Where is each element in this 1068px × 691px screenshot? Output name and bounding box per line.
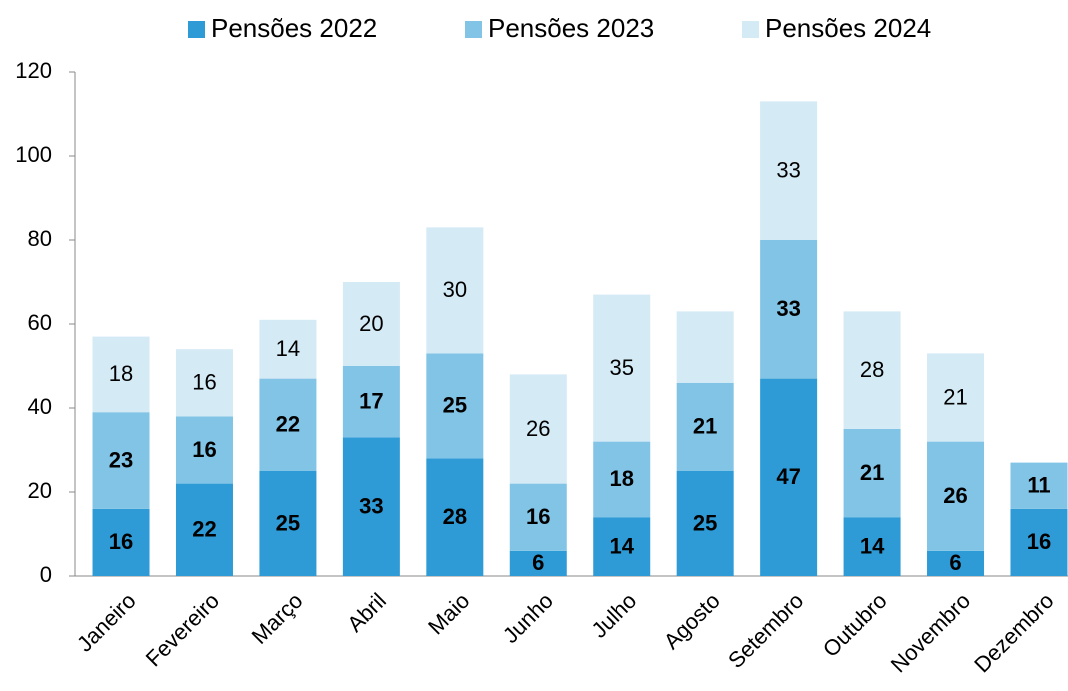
y-tick-label: 120 [15,58,52,83]
y-tick-label: 80 [28,226,52,251]
bar-segment [509,550,567,576]
data-label: 21 [860,460,884,485]
bar-segment [259,471,317,576]
bar-segment [426,227,484,354]
data-label: 11 [1027,473,1050,498]
legend-label: Pensões 2023 [488,13,654,43]
data-label: 33 [776,296,800,321]
data-label: 21 [943,384,967,409]
data-label: 26 [526,416,550,441]
data-label: 28 [860,357,884,382]
data-label: 28 [443,504,467,529]
bar-segment [175,483,233,576]
bar-segment [676,471,734,576]
data-label: 14 [860,533,885,558]
legend-label: Pensões 2024 [765,13,931,43]
bar-segment [426,458,484,576]
bar-segment [760,378,818,576]
bar-segment [342,437,400,576]
data-label: 21 [693,414,717,439]
data-label: 6 [532,550,544,575]
y-tick-label: 100 [15,142,52,167]
data-label: 16 [192,370,216,395]
bar-segment [426,353,484,459]
data-label: 16 [192,437,216,462]
x-tick-label: Maio [423,588,474,639]
data-label: 35 [609,355,633,380]
bar-segment [760,240,818,379]
y-tick-label: 40 [28,394,52,419]
bar-segment [175,349,233,417]
bar-segment [927,550,985,576]
data-label: 33 [359,494,383,519]
bar-segment [509,483,567,551]
data-label: 25 [443,393,467,418]
x-tick-label: Setembro [723,588,808,673]
bar-segment [593,517,651,576]
x-tick-label: Janeiro [72,588,141,657]
bar-segment [175,416,233,484]
data-label: 33 [776,158,800,183]
data-label: 16 [109,529,133,554]
data-label: 25 [276,510,300,535]
data-label: 26 [943,483,967,508]
data-label: 16 [1027,529,1051,554]
bar-segment [92,508,150,576]
bar-segment [1010,462,1068,509]
x-tick-label: Novembro [886,588,975,677]
bar-segment [259,378,317,471]
x-tick-label: Fevereiro [141,588,224,671]
data-label: 16 [526,504,550,529]
x-tick-label: Abril [342,588,391,637]
data-label: 20 [359,311,383,336]
data-label: 25 [693,510,717,535]
bar-segment [92,412,150,509]
bar-segment [593,294,651,442]
x-tick-label: Agosto [659,588,725,654]
data-label: 18 [609,466,633,491]
bar-segment [593,441,651,518]
legend-swatch [742,21,759,38]
data-label: 18 [109,361,133,386]
data-label: 22 [276,412,300,437]
bar-segment [676,382,734,471]
data-label: 14 [276,336,300,361]
data-label: 22 [192,517,216,542]
bar-segment [927,441,985,551]
bar-segment [843,429,901,518]
x-tick-label: Dezembro [969,588,1058,677]
bar-segment [259,319,317,379]
bar-segment [760,101,818,241]
data-label: 14 [609,533,634,558]
bar-segment [843,311,901,429]
data-label: 6 [949,550,961,575]
data-label: 47 [776,464,800,489]
bar-segment [342,282,400,366]
x-tick-label: Outubro [818,588,892,662]
bar-segment [676,311,734,383]
bar-segment [1010,508,1068,576]
bar-segment [509,374,567,484]
bar-segment [92,336,150,413]
legend-label: Pensões 2022 [211,13,377,43]
y-tick-label: 20 [28,478,52,503]
x-tick-label: Março [247,588,308,649]
x-tick-label: Julho [587,588,642,643]
bar-segment [342,366,400,438]
data-label: 30 [443,277,467,302]
data-label: 23 [109,447,133,472]
x-tick-label: Junho [498,588,558,648]
legend-swatch [188,21,205,38]
bar-segment [927,353,985,442]
bar-segment [843,517,901,576]
legend-swatch [465,21,482,38]
data-label: 17 [359,389,383,414]
y-tick-label: 60 [28,310,52,335]
y-tick-label: 0 [40,562,52,587]
